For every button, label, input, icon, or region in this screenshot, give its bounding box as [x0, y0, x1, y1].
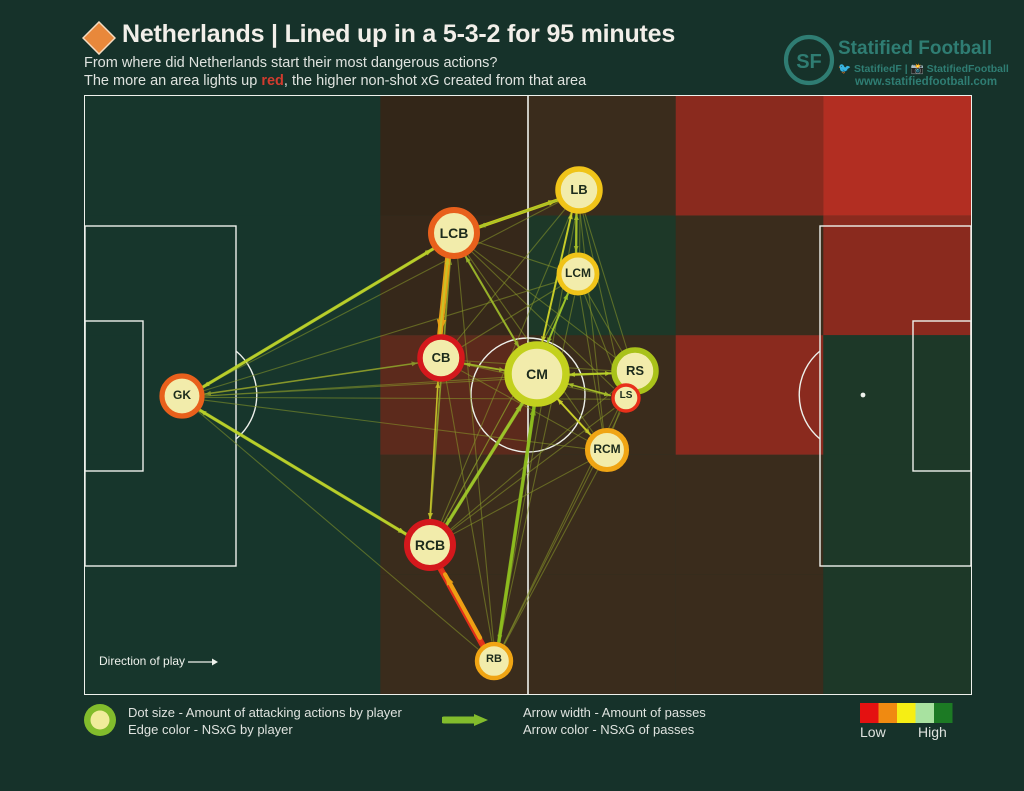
svg-text:SF: SF	[796, 51, 822, 73]
